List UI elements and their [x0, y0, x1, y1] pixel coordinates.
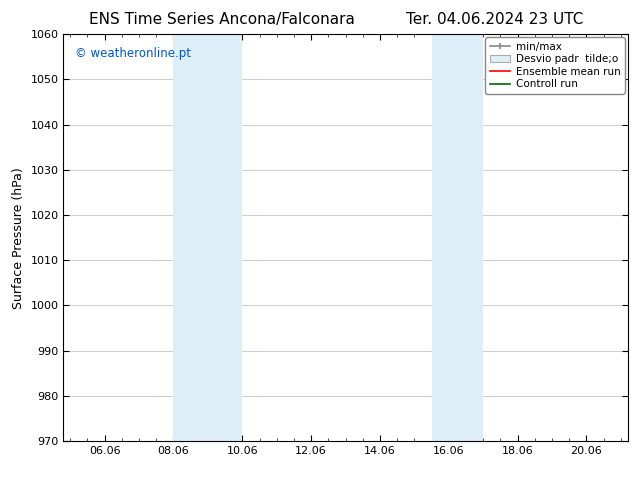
Legend: min/max, Desvio padr  tilde;o, Ensemble mean run, Controll run: min/max, Desvio padr tilde;o, Ensemble m… [486, 37, 624, 94]
Bar [174, 34, 242, 441]
Text: ENS Time Series Ancona/Falconara: ENS Time Series Ancona/Falconara [89, 12, 355, 27]
Text: Ter. 04.06.2024 23 UTC: Ter. 04.06.2024 23 UTC [406, 12, 583, 27]
Y-axis label: Surface Pressure (hPa): Surface Pressure (hPa) [12, 167, 25, 309]
Bar [432, 34, 483, 441]
Text: © weatheronline.pt: © weatheronline.pt [75, 47, 191, 59]
